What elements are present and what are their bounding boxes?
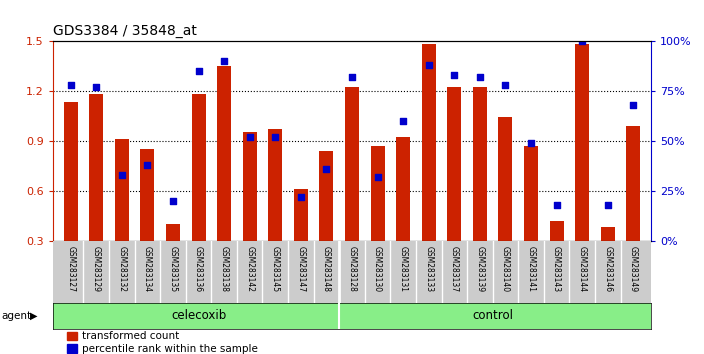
Point: [474, 74, 486, 80]
Point: [602, 202, 613, 207]
Bar: [550, 221, 564, 241]
Point: [142, 162, 153, 167]
Text: control: control: [472, 309, 513, 322]
Text: GSM283141: GSM283141: [527, 246, 536, 292]
Bar: [67, 344, 77, 353]
Bar: [243, 132, 257, 241]
Bar: [166, 224, 180, 241]
Text: percentile rank within the sample: percentile rank within the sample: [82, 343, 258, 354]
Bar: [63, 102, 77, 241]
Text: transformed count: transformed count: [82, 331, 179, 341]
Bar: [191, 94, 206, 241]
Bar: [294, 189, 308, 241]
Text: GDS3384 / 35848_at: GDS3384 / 35848_at: [53, 24, 196, 38]
Point: [168, 198, 179, 204]
Text: GSM283146: GSM283146: [603, 246, 612, 292]
Bar: [524, 146, 538, 241]
Bar: [396, 137, 410, 241]
Text: GSM283145: GSM283145: [271, 246, 279, 292]
Bar: [320, 151, 334, 241]
Bar: [370, 146, 384, 241]
Point: [244, 134, 256, 139]
Text: GSM283142: GSM283142: [245, 246, 254, 292]
Point: [372, 174, 383, 179]
Bar: [89, 94, 103, 241]
Bar: [140, 149, 154, 241]
Point: [628, 102, 639, 108]
Text: GSM283140: GSM283140: [501, 246, 510, 292]
Text: GSM283127: GSM283127: [66, 246, 75, 292]
Text: GSM283131: GSM283131: [398, 246, 408, 292]
Bar: [268, 129, 282, 241]
Text: GSM283139: GSM283139: [475, 246, 484, 292]
Point: [398, 118, 409, 124]
Text: GSM283149: GSM283149: [629, 246, 638, 292]
Bar: [217, 66, 231, 241]
Point: [423, 62, 434, 68]
Bar: [601, 227, 615, 241]
Text: GSM283129: GSM283129: [92, 246, 101, 292]
Point: [193, 68, 204, 74]
Point: [500, 82, 511, 87]
Point: [270, 134, 281, 139]
Point: [448, 72, 460, 78]
Text: GSM283136: GSM283136: [194, 246, 203, 292]
Bar: [627, 126, 641, 241]
Text: GSM283133: GSM283133: [425, 246, 433, 292]
Point: [91, 84, 102, 90]
Point: [116, 172, 127, 178]
Point: [218, 58, 230, 63]
Text: GSM283130: GSM283130: [373, 246, 382, 292]
Bar: [115, 139, 129, 241]
Text: GSM283138: GSM283138: [220, 246, 229, 292]
Text: GSM283143: GSM283143: [552, 246, 561, 292]
Bar: [473, 87, 487, 241]
Text: GSM283137: GSM283137: [450, 246, 459, 292]
Point: [346, 74, 358, 80]
Text: GSM283132: GSM283132: [118, 246, 126, 292]
Point: [295, 194, 306, 200]
Bar: [422, 44, 436, 241]
Point: [577, 38, 588, 44]
Bar: [575, 44, 589, 241]
Bar: [345, 87, 359, 241]
Bar: [67, 332, 77, 341]
Text: GSM283128: GSM283128: [348, 246, 356, 292]
Text: celecoxib: celecoxib: [171, 309, 226, 322]
Text: ▶: ▶: [30, 311, 38, 321]
Text: GSM283147: GSM283147: [296, 246, 306, 292]
Text: GSM283148: GSM283148: [322, 246, 331, 292]
Text: agent: agent: [1, 311, 32, 321]
Text: GSM283134: GSM283134: [143, 246, 152, 292]
Text: GSM283144: GSM283144: [578, 246, 586, 292]
Point: [65, 82, 76, 87]
Point: [551, 202, 562, 207]
Bar: [498, 118, 513, 241]
Text: GSM283135: GSM283135: [168, 246, 177, 292]
Point: [525, 140, 536, 145]
Point: [321, 166, 332, 172]
Bar: [447, 87, 461, 241]
